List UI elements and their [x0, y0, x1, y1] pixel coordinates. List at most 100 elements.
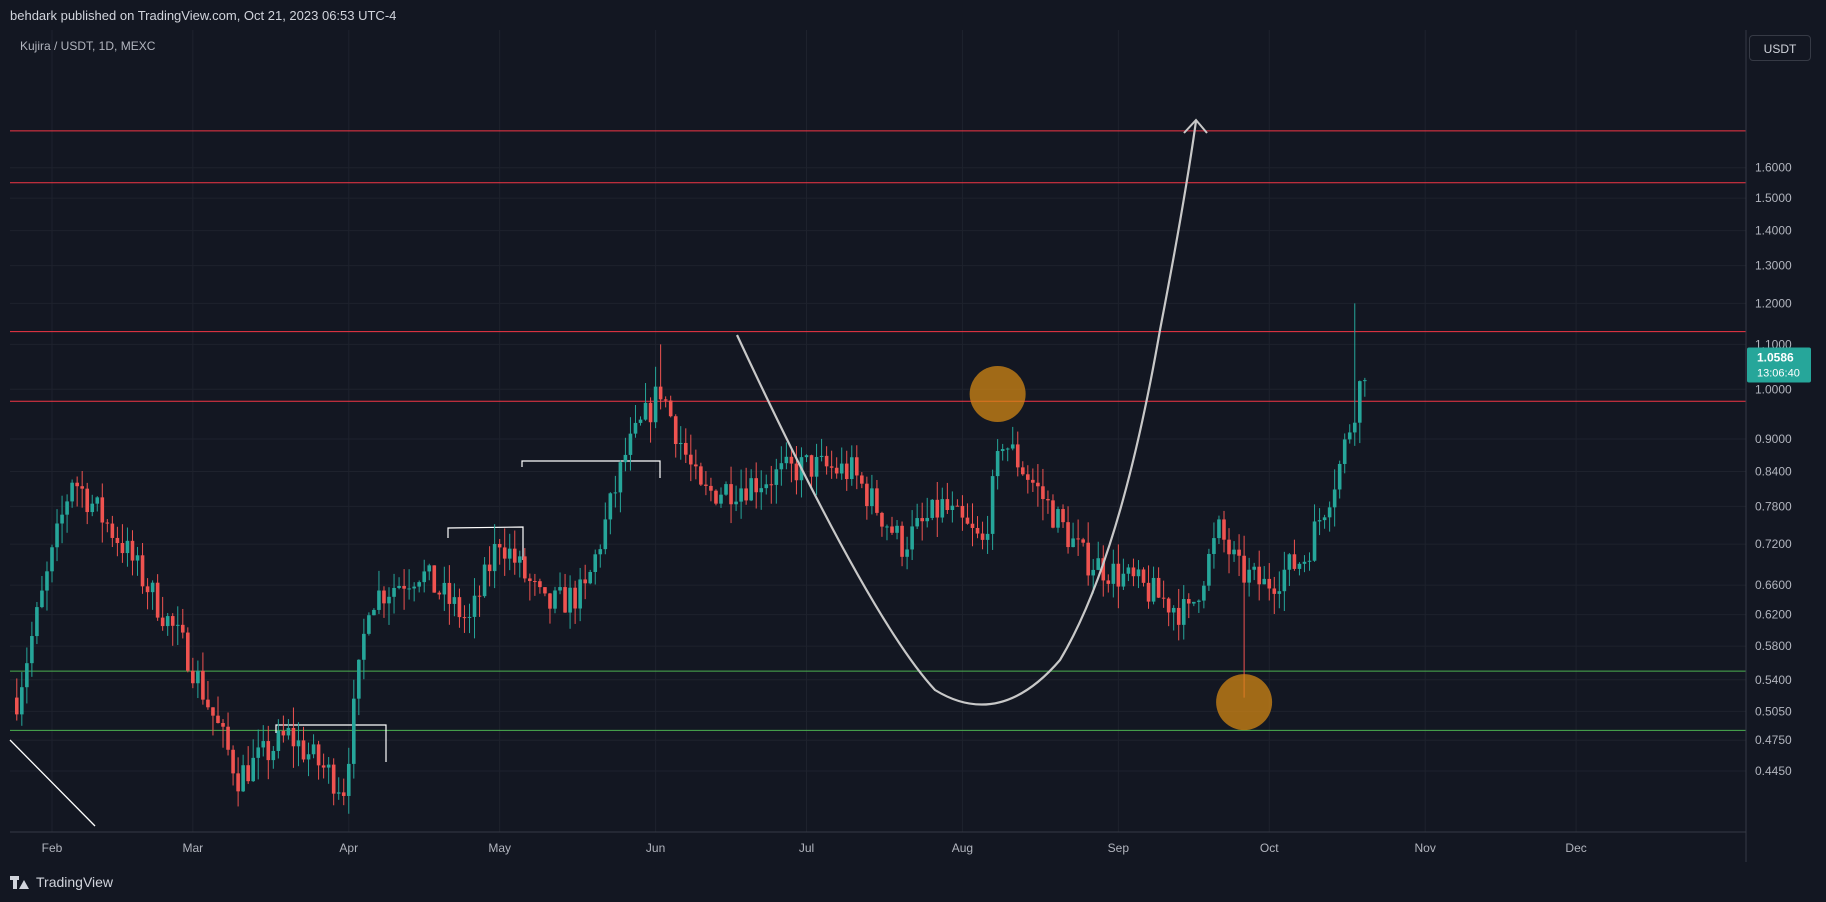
candle[interactable]: [925, 497, 930, 528]
candle[interactable]: [1026, 465, 1030, 494]
candle[interactable]: [533, 573, 537, 596]
candle[interactable]: [110, 515, 115, 548]
candle[interactable]: [1332, 469, 1337, 527]
candle[interactable]: [392, 573, 396, 614]
candle[interactable]: [372, 608, 376, 616]
candle[interactable]: [407, 569, 411, 600]
candle[interactable]: [105, 519, 110, 533]
range-box-may[interactable]: [521, 460, 661, 478]
candle[interactable]: [422, 559, 427, 593]
candle[interactable]: [221, 719, 225, 748]
candle[interactable]: [256, 729, 261, 780]
candle[interactable]: [804, 454, 809, 463]
candle[interactable]: [467, 603, 472, 634]
candle[interactable]: [1327, 501, 1332, 532]
candle[interactable]: [296, 722, 301, 767]
candle[interactable]: [236, 757, 240, 807]
candle[interactable]: [1207, 548, 1211, 591]
candle[interactable]: [890, 516, 894, 535]
candle[interactable]: [633, 405, 638, 438]
candle[interactable]: [1131, 558, 1136, 587]
candle[interactable]: [653, 366, 658, 429]
highlight-circle[interactable]: [1216, 674, 1273, 731]
candle[interactable]: [1347, 424, 1352, 444]
candle[interactable]: [1192, 601, 1196, 607]
candle[interactable]: [477, 585, 482, 617]
candle[interactable]: [809, 454, 814, 490]
candle[interactable]: [638, 416, 643, 426]
candle[interactable]: [1252, 562, 1256, 581]
candle[interactable]: [145, 578, 150, 610]
candle[interactable]: [1212, 522, 1216, 569]
candle[interactable]: [1222, 510, 1226, 553]
candle[interactable]: [211, 707, 215, 736]
currency-button[interactable]: USDT: [1749, 35, 1811, 61]
candle[interactable]: [100, 483, 105, 543]
candle[interactable]: [593, 549, 598, 585]
candle[interactable]: [20, 671, 24, 726]
candle[interactable]: [367, 612, 371, 636]
candle[interactable]: [266, 725, 271, 780]
candle[interactable]: [55, 509, 59, 562]
candle[interactable]: [150, 580, 155, 610]
candle[interactable]: [1186, 593, 1191, 619]
candle[interactable]: [115, 526, 120, 557]
candle[interactable]: [1267, 563, 1272, 601]
candle[interactable]: [417, 580, 421, 593]
candle[interactable]: [1232, 541, 1236, 562]
candle[interactable]: [40, 575, 44, 609]
candle[interactable]: [578, 567, 582, 622]
candle[interactable]: [1136, 560, 1141, 589]
candle[interactable]: [563, 573, 567, 613]
candle[interactable]: [397, 577, 401, 590]
candle[interactable]: [995, 439, 1000, 490]
candle[interactable]: [769, 465, 774, 504]
candle[interactable]: [849, 445, 854, 486]
candle[interactable]: [678, 426, 683, 460]
candle[interactable]: [452, 583, 457, 617]
candle[interactable]: [1041, 468, 1045, 521]
candle[interactable]: [1076, 519, 1080, 556]
candle[interactable]: [1176, 588, 1181, 641]
candle[interactable]: [175, 606, 180, 645]
candle[interactable]: [1202, 581, 1206, 609]
candle[interactable]: [568, 575, 572, 629]
candle[interactable]: [824, 446, 829, 475]
candle[interactable]: [412, 582, 416, 602]
candle[interactable]: [699, 462, 703, 487]
candle[interactable]: [196, 660, 200, 699]
candle[interactable]: [1197, 599, 1201, 613]
candle[interactable]: [1116, 544, 1121, 609]
candle[interactable]: [935, 481, 940, 537]
candle[interactable]: [1010, 426, 1015, 451]
candle[interactable]: [1020, 461, 1025, 476]
candle[interactable]: [623, 437, 628, 472]
chart-pane[interactable]: [10, 30, 1746, 832]
candle[interactable]: [689, 434, 693, 482]
candle[interactable]: [75, 476, 79, 507]
candle[interactable]: [90, 494, 95, 517]
candle[interactable]: [160, 596, 165, 631]
time-axis[interactable]: Feb Mar Apr May Jun Jul Aug Sep Oct Nov Dec: [42, 841, 1587, 855]
candle[interactable]: [357, 659, 361, 716]
candle[interactable]: [286, 719, 291, 740]
candle[interactable]: [251, 739, 255, 782]
candle[interactable]: [955, 499, 960, 507]
candle[interactable]: [1156, 567, 1161, 598]
candle[interactable]: [276, 719, 281, 759]
candle[interactable]: [900, 521, 904, 567]
candle[interactable]: [241, 754, 245, 793]
candle[interactable]: [311, 734, 316, 759]
candle[interactable]: [316, 740, 321, 780]
candle[interactable]: [65, 494, 69, 533]
candle[interactable]: [618, 459, 623, 513]
candle[interactable]: [1312, 504, 1317, 562]
candle[interactable]: [1166, 597, 1171, 627]
candle[interactable]: [1071, 522, 1075, 548]
candle[interactable]: [30, 621, 34, 677]
candle[interactable]: [814, 443, 819, 496]
candle[interactable]: [1061, 504, 1065, 528]
candle[interactable]: [352, 679, 356, 779]
candle[interactable]: [341, 778, 346, 806]
candle[interactable]: [1101, 545, 1106, 597]
